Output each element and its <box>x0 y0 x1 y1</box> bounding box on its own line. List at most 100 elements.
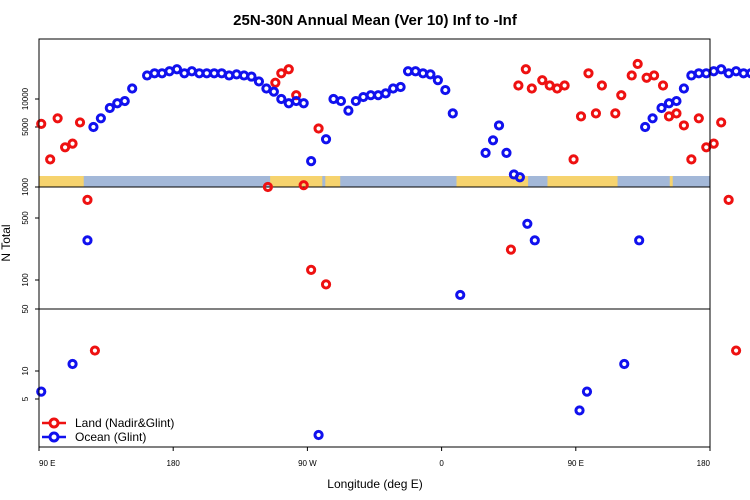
ocean-point <box>745 68 750 79</box>
ocean-point <box>656 102 667 114</box>
ocean-point <box>455 289 466 301</box>
reference-lines <box>39 186 710 310</box>
land-point <box>537 75 548 86</box>
land-point <box>590 108 602 119</box>
ocean-point <box>522 218 533 229</box>
y-tick-label: 10 <box>21 366 30 375</box>
ocean-point <box>171 64 183 75</box>
land-ocean-bar <box>39 176 710 187</box>
ocean-point <box>335 95 347 107</box>
ocean-point <box>447 108 458 119</box>
land-point <box>45 154 56 165</box>
land-point <box>708 138 719 149</box>
land-point <box>596 80 607 91</box>
legend-label-ocean: Ocean (Glint) <box>75 430 146 444</box>
legend-label-land: Land (Nadir&Glint) <box>75 416 174 430</box>
ocean-point <box>634 235 645 246</box>
land-point <box>678 120 690 131</box>
land-point <box>626 70 637 81</box>
ocean-point <box>127 83 138 94</box>
legend-entry-ocean: Ocean (Glint) <box>42 430 146 444</box>
land-point <box>632 58 643 70</box>
ocean-point <box>440 84 451 96</box>
ocean-point <box>581 386 593 397</box>
land-point <box>270 77 281 88</box>
y-axis-label: N Total <box>0 224 13 261</box>
ocean-point <box>529 235 540 246</box>
legend-entry-land: Land (Nadir&Glint) <box>42 416 174 430</box>
land-point <box>276 68 287 79</box>
legend: Land (Nadir&Glint) Ocean (Glint) <box>42 416 174 444</box>
land-point <box>610 108 621 119</box>
ocean-point <box>36 386 47 397</box>
land-point <box>313 123 324 134</box>
series-layer <box>36 58 750 441</box>
ocean-point <box>671 95 682 107</box>
legend-marker <box>48 431 60 443</box>
land-point <box>283 64 294 75</box>
ocean-point <box>320 134 332 145</box>
ocean-point <box>640 121 651 133</box>
ocean-point <box>501 147 512 158</box>
ocean-point <box>432 75 443 86</box>
ocean-point <box>678 83 690 94</box>
land-point <box>52 113 63 124</box>
land-segment <box>325 176 341 187</box>
ocean-point <box>313 429 324 441</box>
series-land <box>36 58 742 356</box>
ocean-point <box>574 405 585 416</box>
x-tick-label: 0 <box>439 459 444 468</box>
x-tick-label: 90 E <box>39 459 55 468</box>
land-point <box>568 154 579 165</box>
y-tick-label: 500 <box>21 211 30 225</box>
ocean-band <box>39 176 710 187</box>
ocean-point <box>480 147 491 158</box>
legend-marker <box>48 417 60 429</box>
ocean-point <box>306 156 317 167</box>
land-point <box>559 80 570 91</box>
plot-frame <box>38 38 711 448</box>
series-ocean <box>36 64 750 441</box>
land-point <box>513 80 524 91</box>
land-point <box>306 264 317 275</box>
ocean-point <box>350 95 361 107</box>
y-tick-label: 100 <box>21 273 30 287</box>
y-tick-label: 10000 <box>21 87 30 110</box>
land-point <box>671 108 682 119</box>
land-point <box>730 345 742 356</box>
x-tick-label: 90 W <box>298 459 317 468</box>
land-point <box>648 70 660 81</box>
ocean-point <box>493 120 505 131</box>
ocean-point <box>514 172 525 183</box>
land-point <box>74 117 86 128</box>
ocean-point <box>268 86 279 97</box>
x-tick-label: 180 <box>697 459 711 468</box>
land-point <box>657 80 669 91</box>
ocean-point <box>104 102 115 114</box>
land-segment <box>39 176 84 187</box>
ocean-point <box>246 71 257 82</box>
y-axis: 5 10 50 100 500 1000 5000 10000 <box>21 87 39 401</box>
land-point <box>526 83 537 94</box>
x-tick-label: 90 E <box>568 459 584 468</box>
ocean-point <box>619 358 630 370</box>
ocean-point <box>716 64 727 75</box>
ocean-point <box>95 113 106 124</box>
land-point <box>82 194 93 205</box>
land-point <box>520 64 531 75</box>
land-point <box>616 90 627 101</box>
land-point <box>36 118 47 129</box>
x-axis: 90 E 180 90 W 0 90 E 180 <box>38 447 711 468</box>
ocean-point <box>82 235 93 246</box>
ocean-point <box>88 121 99 133</box>
ocean-point <box>380 88 391 99</box>
land-point <box>59 142 71 153</box>
land-point <box>686 154 697 165</box>
land-point <box>67 138 78 149</box>
ocean-point <box>253 76 265 87</box>
y-tick-label: 50 <box>21 304 30 313</box>
land-segment <box>547 176 618 187</box>
y-tick-label: 1000 <box>21 178 30 196</box>
ocean-point <box>425 69 436 80</box>
